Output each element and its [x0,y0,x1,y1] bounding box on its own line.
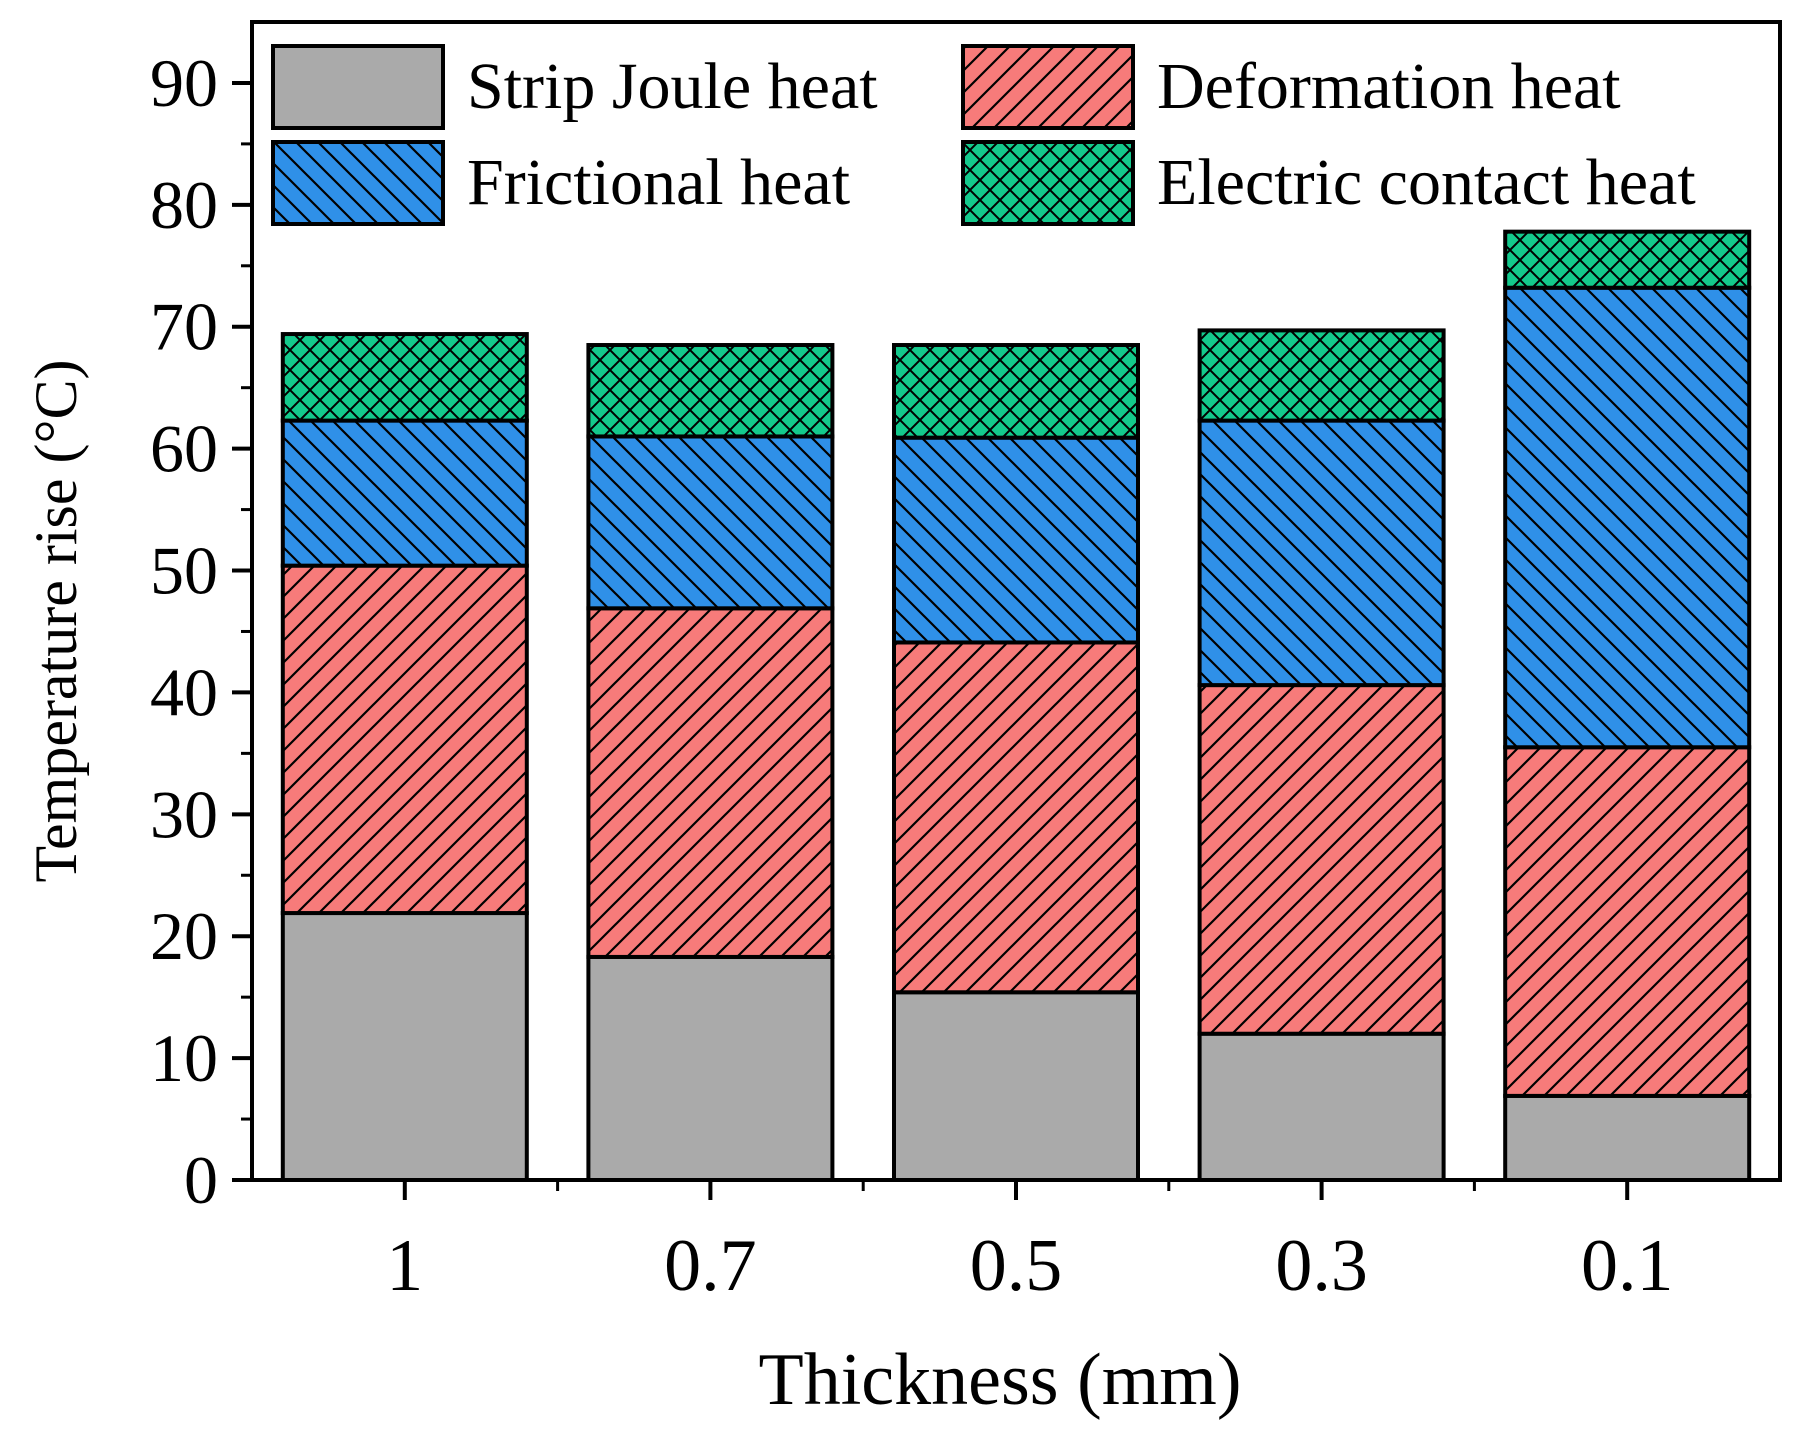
bar-frictional-heat-0-5 [892,435,1140,645]
bar-hatch [894,345,1138,438]
bar-outline [280,332,529,423]
legend-swatch-outline [271,140,445,226]
y-tick-label: 90 [150,45,218,121]
x-axis-title: Thickness (mm) [759,1339,1242,1421]
bar-hatch [1199,330,1444,421]
bar-strip-joule-heat-1 [280,911,529,1182]
bar-hatch [1199,685,1444,1034]
bar-electric-contact-heat-0-1 [1503,229,1752,290]
y-tick-label: 80 [150,167,218,243]
bar-deformation-heat-0-5 [892,640,1140,995]
x-tick-label: 1 [386,1225,423,1307]
legend-swatch [273,46,443,128]
legend-label: Deformation heat [1157,50,1621,123]
bar-hatch [282,565,527,914]
axes: 0 10 20 30 40 50 60 70 80 90 1 0.7 0.5 0.3 0.1 [150,20,1782,1307]
bar-hatch [1199,420,1444,686]
x-tick-label: 0.5 [970,1225,1063,1307]
legend-entry-frictional-heat: Frictional heat [271,140,850,226]
legend-swatch-outline [271,44,445,130]
bar-outline [1197,328,1446,423]
y-tick-label: 70 [150,289,218,365]
bar-hatch [1505,231,1750,288]
bar-hatch [282,420,527,566]
bar-strip-joule-heat-0-7 [586,954,835,1182]
bar-strip-joule-heat-0-3 [1197,1031,1446,1182]
bar-strip-joule-heat-0-1 [1503,1093,1752,1182]
legend: Strip Joule heat Deformation heat Friction… [271,44,1696,226]
y-tick-label: 30 [150,776,218,852]
bars-layer [280,229,1752,1182]
legend-label: Frictional heat [467,146,850,219]
bar-hatch [588,436,833,609]
bar-hatch [588,608,833,957]
legend-entry-electric-contact-heat: Electric contact heat [961,140,1696,226]
bar-hatch [1505,747,1750,1096]
bar-fill [588,956,833,1180]
bar-frictional-heat-1 [280,418,529,568]
legend-swatch-hatch [963,46,1133,128]
bar-electric-contact-heat-0-7 [586,343,835,439]
bar-electric-contact-heat-0-3 [1197,328,1446,423]
legend-entry-strip-joule-heat: Strip Joule heat [271,44,878,130]
bar-deformation-heat-0-3 [1197,683,1446,1036]
bar-outline [892,343,1140,440]
x-tick-label: 0.1 [1581,1225,1674,1307]
bar-deformation-heat-0-1 [1503,745,1752,1098]
bar-strip-joule-heat-0-5 [892,990,1140,1182]
bar-outline [1503,229,1752,290]
bar-electric-contact-heat-0-5 [892,343,1140,440]
legend-entry-deformation-heat: Deformation heat [961,44,1621,130]
bar-deformation-heat-0-7 [586,606,835,959]
bar-hatch [1505,287,1750,748]
bar-hatch [588,345,833,437]
bar-fill [1505,1095,1750,1180]
bar-fill [1199,1033,1444,1180]
legend-label: Strip Joule heat [467,50,878,123]
y-tick-label: 40 [150,654,218,730]
legend-label: Electric contact heat [1157,146,1696,219]
y-axis-title: Temperature rise (°C) [23,360,89,883]
bar-fill [894,992,1138,1180]
bar-deformation-heat-1 [280,563,529,916]
x-tick-label: 0.3 [1275,1225,1368,1307]
y-tick-label: 20 [150,898,218,974]
bar-hatch [894,437,1138,643]
y-tick-label: 60 [150,411,218,487]
bar-electric-contact-heat-1 [280,332,529,423]
bar-fill [282,913,527,1180]
bar-hatch [282,334,527,421]
bar-frictional-heat-0-1 [1503,285,1752,750]
legend-swatch-outline [961,140,1135,226]
bar-outline [586,343,835,439]
legend-swatch-outline [961,44,1135,130]
bar-frictional-heat-0-7 [586,434,835,611]
legend-swatch-hatch [273,142,443,224]
legend-swatch-hatch [963,142,1133,224]
bar-frictional-heat-0-3 [1197,418,1446,688]
bar-hatch [894,642,1138,993]
x-tick-label: 0.7 [664,1225,757,1307]
y-tick-label: 10 [150,1020,218,1096]
y-tick-label: 50 [150,533,218,609]
y-tick-label: 0 [184,1142,218,1218]
